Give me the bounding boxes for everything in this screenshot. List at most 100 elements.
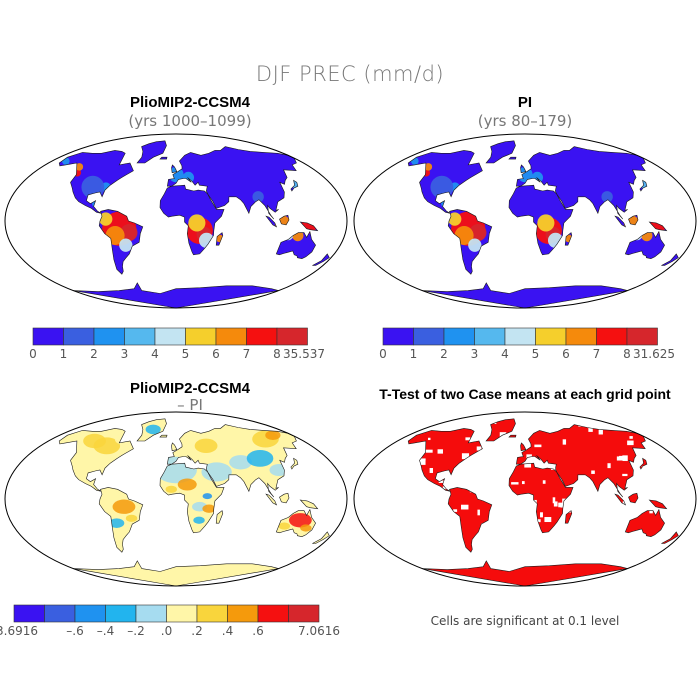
coastline-japan: [290, 457, 299, 470]
coastline-madagascar: [215, 232, 224, 246]
colorbar-tick-label: –.2: [127, 624, 144, 638]
colorbar-swatch: [276, 327, 308, 346]
panel-subtitle-difference: – PI: [177, 396, 203, 414]
coastline-eurasia: [515, 424, 646, 498]
colorbar-swatch: [288, 604, 320, 623]
colorbar-tick-label: 2: [90, 347, 98, 361]
colorbar-tick-label: –.6: [66, 624, 83, 638]
colorbar-swatch: [74, 604, 106, 623]
coastline-sumatra: [265, 493, 278, 506]
colorbar-tick-label: 2: [440, 347, 448, 361]
colorbar-max-label: 35.537: [283, 347, 325, 361]
coastline-greenland: [136, 140, 167, 164]
coastline-new-guinea: [648, 499, 668, 510]
colorbar-tick-label: 0: [379, 347, 387, 361]
coastline-new-guinea: [299, 499, 319, 510]
coastline-north-america: [58, 150, 134, 214]
colorbar-swatch: [504, 327, 536, 346]
coastline-new-zealand: [312, 253, 330, 266]
colorbar-swatch: [257, 604, 289, 623]
globe-outline: [4, 411, 348, 587]
coastline-iceland: [508, 156, 517, 160]
panel-subtitle-pliomip2: (yrs 1000–1099): [128, 112, 252, 130]
colorbar-tick-label: 3: [471, 347, 479, 361]
coastline-great-britain: [171, 442, 178, 452]
map-ttest: [353, 411, 697, 587]
colorbar-tick-label: –3.6916: [0, 624, 38, 638]
colorbar-tick-label: 4: [501, 347, 509, 361]
coastline-great-britain: [520, 442, 527, 452]
colorbar-swatch: [44, 604, 76, 623]
panel-title-pliomip2: PlioMIP2-CCSM4: [129, 94, 250, 111]
colorbar-swatch: [626, 327, 658, 346]
coastline-borneo: [279, 214, 290, 226]
colorbar-pliomip2: 0 1 2 3 4 5 6 7 8 35.537: [29, 327, 325, 361]
panel-title-pi: PI: [517, 94, 533, 111]
coastline-madagascar: [564, 232, 573, 246]
colorbar-tick-label: 6: [212, 347, 220, 361]
coastline-madagascar: [215, 510, 224, 524]
colorbar-swatch: [185, 327, 217, 346]
coastline-greenland: [485, 418, 516, 442]
colorbar-tick-label: 4: [151, 347, 159, 361]
panel-subtitle-pi: (yrs 80–179): [477, 112, 573, 130]
colorbar-swatch: [13, 604, 45, 623]
colorbar-tick-label: .6: [252, 624, 263, 638]
coastline-north-america: [407, 428, 483, 492]
colorbar-swatch: [215, 327, 247, 346]
coastline-antarctica: [73, 282, 279, 309]
globe-ocean: [354, 412, 696, 586]
coastline-eurasia: [515, 146, 646, 220]
coastline-antarctica: [422, 282, 628, 309]
colorbar-tick-label: 8: [623, 347, 631, 361]
colorbar-pi: 0 1 2 3 4 5 6 7 8 31.625: [379, 327, 675, 361]
colorbar-tick-label: 3: [121, 347, 129, 361]
colorbar-swatch: [124, 327, 156, 346]
colorbar-swatch: [105, 604, 137, 623]
coastline-sumatra: [614, 493, 627, 506]
coastline-new-zealand: [661, 531, 679, 544]
colorbar-tick-label: .0: [161, 624, 172, 638]
colorbar-tick-label: 8: [273, 347, 281, 361]
colorbar-difference: –3.6916 –.6 –.4 –.2 .0 .2 .4 .6 7.0616: [0, 604, 340, 638]
coastline-borneo: [628, 492, 639, 504]
colorbar-swatch: [443, 327, 475, 346]
colorbar-tick-label: .2: [191, 624, 202, 638]
colorbar-swatch: [413, 327, 445, 346]
globe-ocean: [5, 134, 347, 308]
coastline-eurasia: [166, 146, 297, 220]
colorbar-tick-label: 6: [562, 347, 570, 361]
colorbar-swatch: [596, 327, 628, 346]
coastline-north-america: [58, 428, 134, 492]
globe-outline: [353, 411, 697, 587]
colorbar-swatch: [382, 327, 414, 346]
colorbar-tick-label: 0: [29, 347, 37, 361]
colorbar-max-label: 31.625: [633, 347, 675, 361]
coastline-greenland: [485, 140, 516, 164]
colorbar-swatch: [535, 327, 567, 346]
coastline-sumatra: [614, 215, 627, 228]
colorbar-swatch: [154, 327, 186, 346]
colorbar-swatch: [474, 327, 506, 346]
coastline-south-america: [447, 209, 493, 275]
figure-title: DJF PREC (mm/d): [255, 62, 445, 86]
colorbar-tick-label: .4: [222, 624, 233, 638]
globe-outline: [353, 133, 697, 309]
coastline-australia: [624, 230, 665, 260]
coastline-antarctica: [73, 560, 279, 587]
coastline-south-america: [447, 487, 493, 553]
colorbar-swatch: [166, 604, 198, 623]
colorbar-tick-label: 5: [182, 347, 190, 361]
coastline-madagascar: [564, 510, 573, 524]
colorbar-swatch: [565, 327, 597, 346]
map-pliomip2: [4, 133, 348, 309]
coastline-new-zealand: [661, 253, 679, 266]
coastline-new-guinea: [648, 221, 668, 232]
coastline-iceland: [159, 156, 168, 160]
coastline-sumatra: [265, 215, 278, 228]
colorbar-tick-label: 7: [243, 347, 251, 361]
colorbar-swatch: [135, 604, 167, 623]
coastline-australia: [624, 508, 665, 538]
colorbar-swatch: [246, 327, 278, 346]
globe-ocean: [354, 134, 696, 308]
